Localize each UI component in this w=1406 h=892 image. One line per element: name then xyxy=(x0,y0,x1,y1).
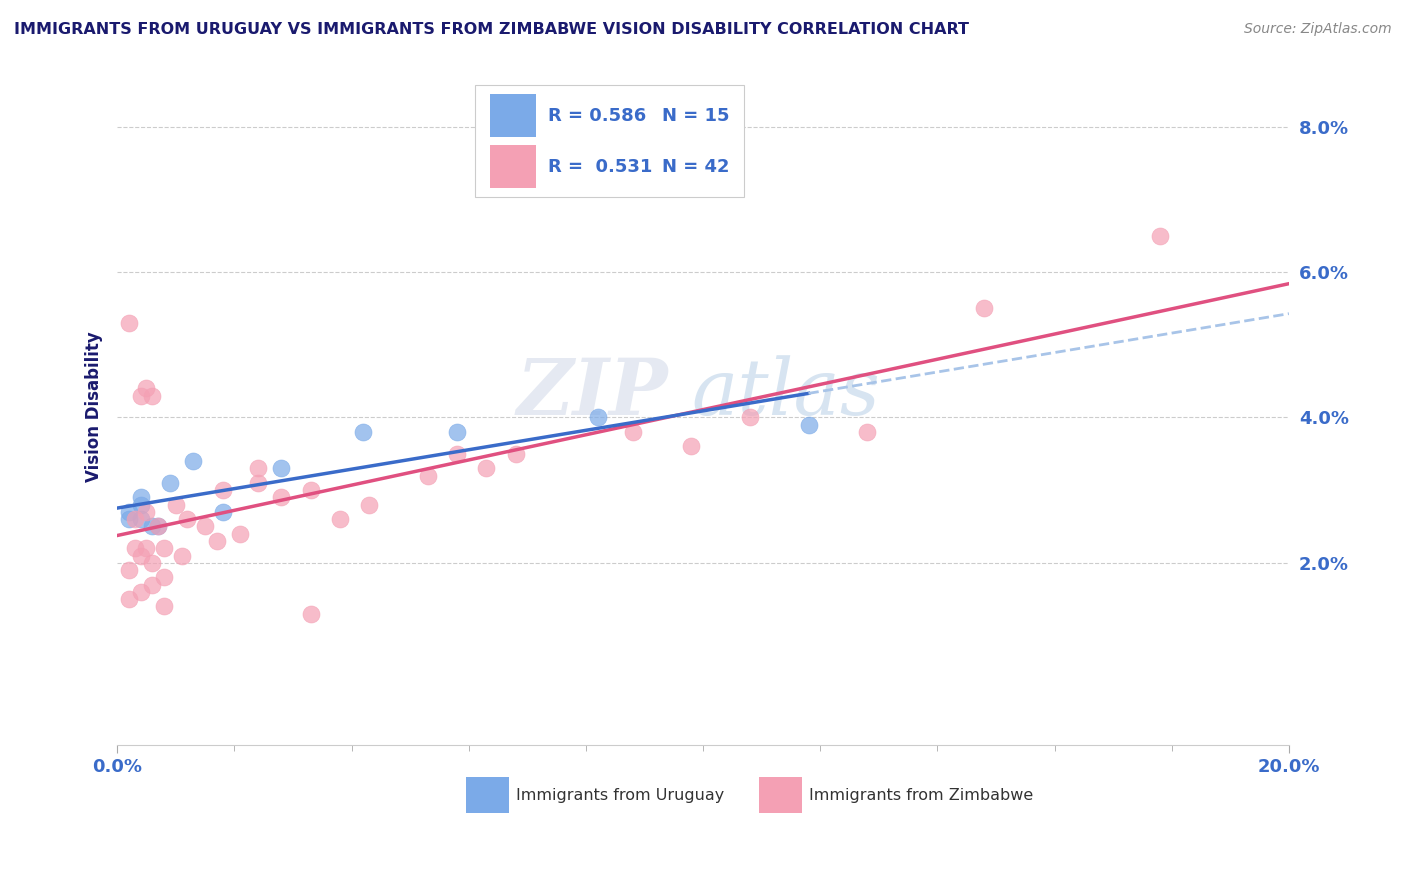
Point xyxy=(141,556,163,570)
Point xyxy=(475,461,498,475)
Point xyxy=(118,592,141,607)
Point xyxy=(141,389,163,403)
Point xyxy=(299,607,322,621)
Point xyxy=(352,425,374,439)
Point xyxy=(856,425,879,439)
FancyBboxPatch shape xyxy=(489,95,536,137)
FancyBboxPatch shape xyxy=(759,777,801,814)
FancyBboxPatch shape xyxy=(489,145,536,188)
Point xyxy=(124,512,146,526)
Point xyxy=(135,381,157,395)
Point xyxy=(129,491,152,505)
Point xyxy=(170,549,193,563)
Point xyxy=(129,389,152,403)
Text: IMMIGRANTS FROM URUGUAY VS IMMIGRANTS FROM ZIMBABWE VISION DISABILITY CORRELATIO: IMMIGRANTS FROM URUGUAY VS IMMIGRANTS FR… xyxy=(14,22,969,37)
Point xyxy=(416,468,439,483)
Text: Source: ZipAtlas.com: Source: ZipAtlas.com xyxy=(1244,22,1392,37)
Point xyxy=(183,454,205,468)
Point xyxy=(165,498,187,512)
Point xyxy=(586,410,609,425)
Point xyxy=(118,512,141,526)
Point xyxy=(973,301,995,316)
Point xyxy=(229,526,252,541)
Point xyxy=(1149,228,1171,243)
FancyBboxPatch shape xyxy=(475,86,744,197)
Point xyxy=(446,447,468,461)
Text: R = 0.586: R = 0.586 xyxy=(548,107,647,125)
Point xyxy=(141,577,163,591)
Point xyxy=(176,512,198,526)
Point xyxy=(153,599,176,614)
Point xyxy=(148,519,170,533)
Point xyxy=(124,541,146,556)
Point xyxy=(129,498,152,512)
Text: N = 15: N = 15 xyxy=(662,107,730,125)
Text: R =  0.531: R = 0.531 xyxy=(548,158,652,176)
Point xyxy=(446,425,468,439)
Point xyxy=(270,461,292,475)
Point xyxy=(194,519,217,533)
Text: Immigrants from Uruguay: Immigrants from Uruguay xyxy=(516,788,724,803)
Point xyxy=(246,461,269,475)
Text: atlas: atlas xyxy=(692,355,880,431)
Text: Immigrants from Zimbabwe: Immigrants from Zimbabwe xyxy=(808,788,1033,803)
Point xyxy=(738,410,761,425)
FancyBboxPatch shape xyxy=(467,777,509,814)
Point xyxy=(129,585,152,599)
Point xyxy=(299,483,322,497)
Point xyxy=(359,498,381,512)
Point xyxy=(148,519,170,533)
Point xyxy=(329,512,352,526)
Point xyxy=(205,533,228,548)
Point xyxy=(135,541,157,556)
Point xyxy=(621,425,644,439)
Point xyxy=(129,549,152,563)
Point xyxy=(153,570,176,584)
Point xyxy=(118,505,141,519)
Point xyxy=(118,316,141,330)
Point xyxy=(118,563,141,577)
Text: ZIP: ZIP xyxy=(516,355,668,431)
Point xyxy=(135,505,157,519)
Text: N = 42: N = 42 xyxy=(662,158,730,176)
Point xyxy=(153,541,176,556)
Point xyxy=(141,519,163,533)
Point xyxy=(246,475,269,490)
Point xyxy=(681,440,703,454)
Point xyxy=(211,483,233,497)
Point xyxy=(270,491,292,505)
Y-axis label: Vision Disability: Vision Disability xyxy=(86,331,103,482)
Point xyxy=(159,475,181,490)
Point xyxy=(211,505,233,519)
Point xyxy=(129,512,152,526)
Point xyxy=(505,447,527,461)
Point xyxy=(797,417,820,432)
